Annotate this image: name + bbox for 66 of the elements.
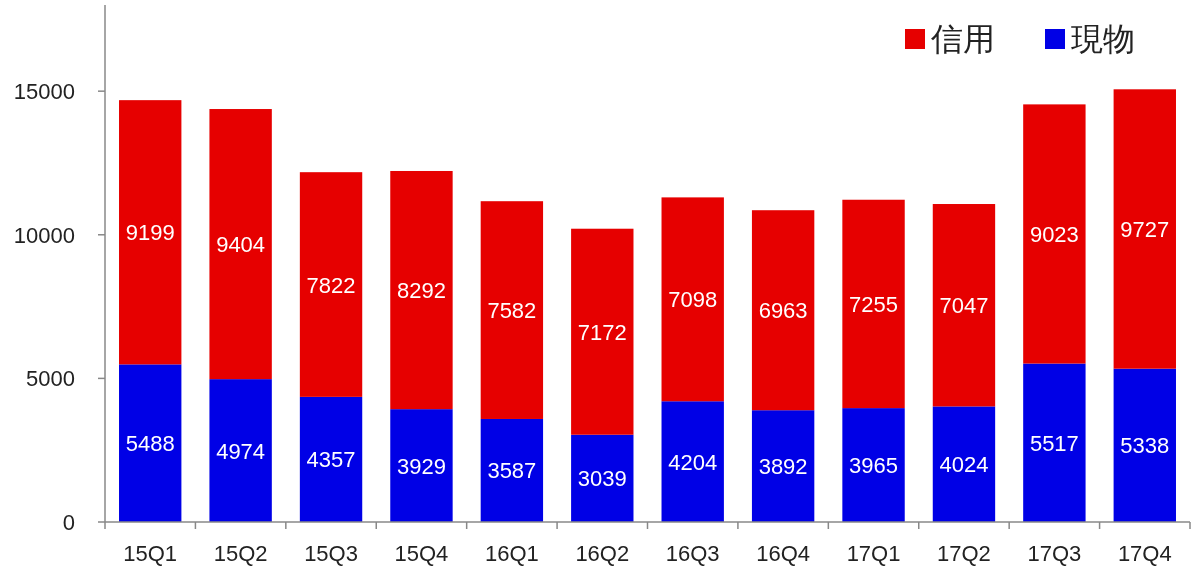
x-tick-label: 15Q3 [304, 541, 358, 566]
data-label: 4357 [306, 447, 356, 473]
bar [1113, 368, 1176, 522]
data-label: 5338 [1120, 433, 1170, 459]
x-tick-label: 16Q2 [575, 541, 630, 566]
現物: 5488 4974 4357 3929 3587 3039 4204 3892 3965 4024 5517 5338 [119, 363, 1176, 522]
bar [932, 406, 996, 522]
data-label: 7098 [668, 287, 718, 313]
y-tick-label: 10000 [13, 222, 75, 248]
data-label: 7047 [939, 293, 989, 319]
data-label: 6963 [758, 298, 808, 324]
data-label: 3892 [758, 454, 808, 480]
data-label: 7255 [849, 291, 899, 317]
bar [119, 100, 182, 365]
bar [209, 379, 272, 522]
x-tick-label: 16Q1 [484, 541, 539, 566]
x-tick-label: 16Q4 [756, 541, 811, 566]
bar [751, 210, 815, 411]
data-label: 7822 [306, 272, 356, 298]
bar [842, 408, 905, 522]
x-tick-label: 17Q2 [937, 541, 991, 566]
x-tick-label: 17Q1 [846, 541, 901, 566]
bar [661, 401, 724, 522]
bar [299, 172, 363, 397]
x-tick-label: 17Q4 [1117, 541, 1172, 566]
data-label: 9727 [1120, 216, 1170, 242]
legend-label: 現物 [1071, 21, 1135, 57]
bar [1023, 104, 1086, 364]
x-tick-label: 15Q4 [394, 541, 449, 566]
y-tick-label: 5000 [26, 366, 75, 392]
bar [299, 396, 363, 522]
data-label: 9404 [216, 232, 266, 258]
信用: 9199 9404 7822 8292 7582 7172 7098 6963 7255 7047 9023 9727 [119, 89, 1176, 435]
data-label: 7172 [577, 319, 627, 345]
data-label: 3039 [577, 466, 627, 492]
bar [571, 434, 634, 522]
data-label: 9023 [1029, 221, 1079, 247]
data-label: 4974 [216, 438, 266, 464]
x-tick-label: 15Q2 [213, 541, 268, 566]
data-label: 3965 [849, 453, 899, 479]
x-tick-label: 16Q3 [665, 541, 720, 566]
bar [390, 170, 453, 410]
y-tick-label: 15000 [13, 79, 75, 105]
bar [1113, 89, 1176, 369]
bar [571, 228, 634, 435]
y-tick-label: 0 [62, 510, 75, 535]
data-label: 7582 [487, 298, 537, 324]
bar [842, 199, 905, 409]
bar [1023, 363, 1086, 522]
x-tick-label: 15Q1 [123, 541, 178, 566]
bar [751, 410, 815, 522]
data-label: 9199 [125, 220, 175, 246]
data-label: 3587 [487, 458, 537, 484]
data-label: 4024 [939, 452, 989, 478]
bar [390, 409, 453, 522]
data-label: 8292 [396, 278, 446, 304]
bar [480, 418, 544, 522]
bar [209, 109, 272, 380]
legend-label: 信用 [931, 21, 995, 57]
bar [119, 364, 182, 522]
x-tick-label: 17Q3 [1027, 541, 1082, 566]
data-label: 3929 [396, 453, 446, 479]
bar [661, 197, 724, 402]
data-label: 4204 [668, 449, 718, 475]
bar [932, 204, 996, 407]
bar [480, 201, 544, 419]
